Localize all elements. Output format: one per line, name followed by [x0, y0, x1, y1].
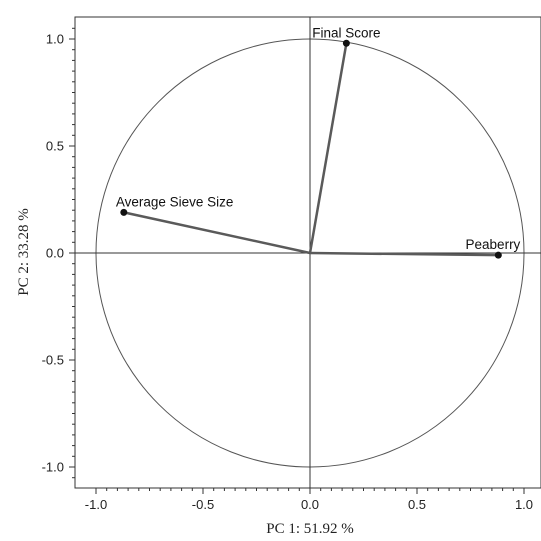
y-tick-label: 0.0 [46, 246, 64, 261]
y-axis-title: PC 2: 33.28 % [16, 208, 32, 296]
label-final-score: Final Score [312, 25, 380, 40]
y-axis-ticks: -1.0 -0.5 0.0 0.5 1.0 [42, 27, 75, 479]
point-average-sieve-size [120, 208, 128, 216]
label-average-sieve-size: Average Sieve Size [116, 194, 234, 209]
x-tick-label: 1.0 [515, 497, 533, 512]
x-axis-title: PC 1: 51.92 % [266, 521, 354, 537]
x-tick-label: -0.5 [192, 497, 214, 512]
loading-vectors: Final Score Average Sieve Size Peaberry [116, 25, 521, 259]
x-axis-ticks: -1.0 -0.5 0.0 0.5 1.0 [85, 488, 533, 512]
label-peaberry: Peaberry [466, 237, 521, 252]
x-tick-label: 0.0 [301, 497, 319, 512]
x-tick-label: -1.0 [85, 497, 107, 512]
x-tick-label: 0.5 [408, 497, 426, 512]
y-tick-label: -1.0 [42, 460, 64, 475]
point-final-score [342, 39, 350, 47]
vector-peaberry [309, 251, 499, 257]
point-peaberry [494, 251, 502, 259]
vector-final-score [308, 43, 348, 254]
y-tick-label: 0.5 [46, 139, 64, 154]
y-tick-label: 1.0 [46, 32, 64, 47]
y-tick-label: -0.5 [42, 353, 64, 368]
vector-average-sieve-size [123, 211, 311, 255]
